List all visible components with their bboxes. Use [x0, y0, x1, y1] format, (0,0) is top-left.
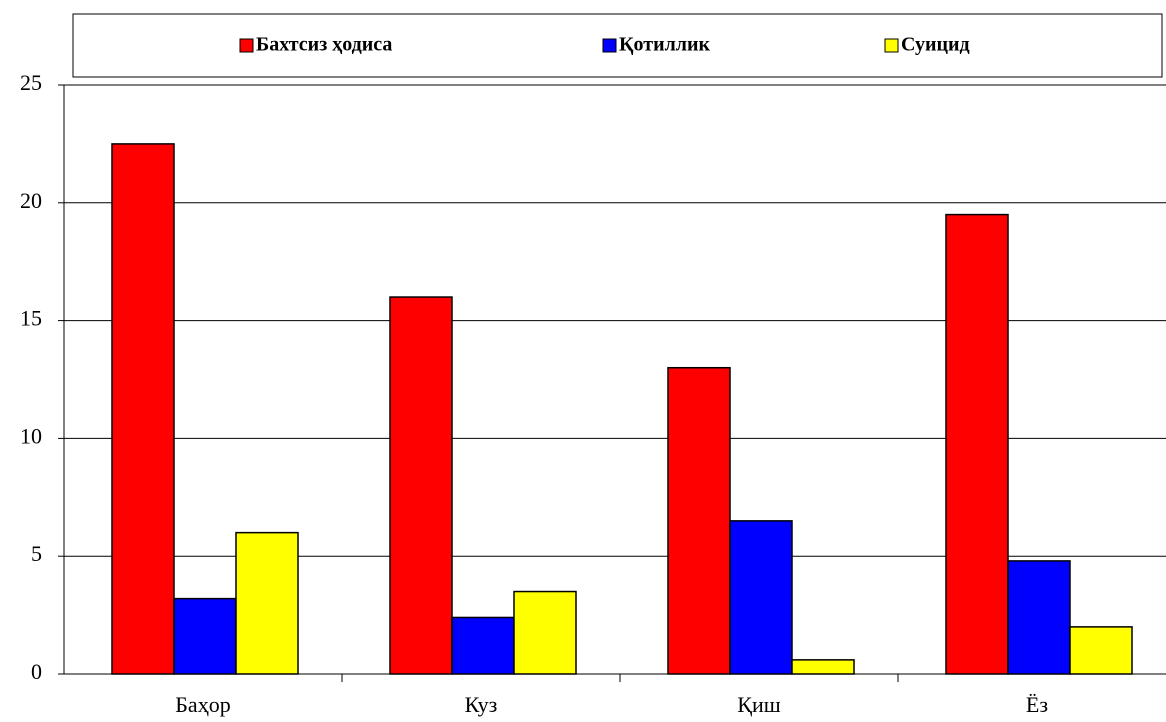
bar	[513, 590, 577, 675]
y-tick-label: 25	[20, 70, 42, 95]
bar	[111, 143, 175, 675]
bar	[1069, 626, 1133, 675]
bar	[235, 531, 299, 675]
legend-swatch	[602, 38, 617, 53]
legend-box	[72, 13, 1163, 78]
y-tick-label: 10	[20, 423, 42, 448]
legend-swatch	[239, 38, 254, 53]
bar	[1007, 560, 1071, 675]
x-tick-label: Қиш	[737, 692, 780, 717]
y-tick-label: 5	[31, 541, 42, 566]
bar	[389, 296, 453, 675]
legend-label: Бахтсиз ҳодиса	[256, 34, 392, 56]
y-tick-label: 0	[31, 659, 42, 684]
legend-label: Суицид	[901, 34, 970, 56]
y-tick-label: 20	[20, 188, 42, 213]
bar	[451, 616, 515, 675]
bar	[667, 366, 731, 675]
bar	[791, 659, 855, 675]
x-tick-label: Куз	[465, 692, 498, 717]
legend-swatch	[884, 38, 899, 53]
bar	[729, 520, 793, 675]
x-tick-label: Баҳор	[175, 692, 230, 717]
y-tick-label: 15	[20, 306, 42, 331]
legend-label: Қотиллик	[619, 34, 711, 56]
bar	[173, 597, 237, 675]
bar	[945, 213, 1009, 675]
x-tick-label: Ёз	[1026, 692, 1048, 717]
